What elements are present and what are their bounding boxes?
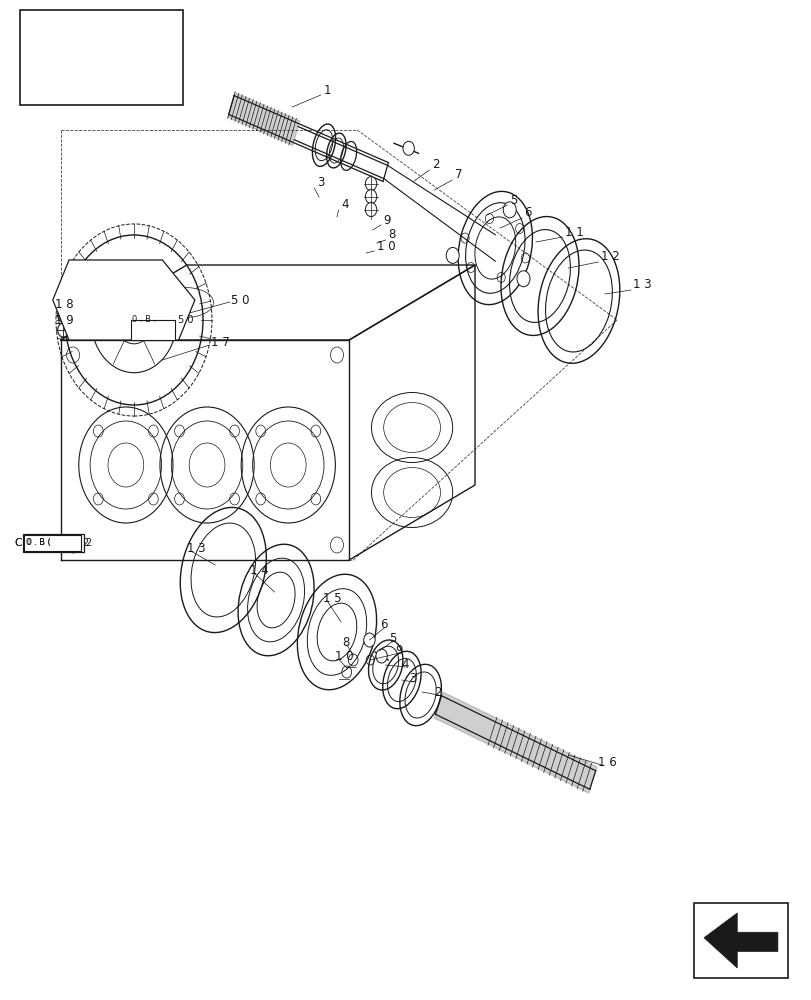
- Circle shape: [365, 203, 376, 217]
- Text: 8: 8: [388, 229, 395, 241]
- Text: 1 0: 1 0: [376, 239, 395, 252]
- Text: 2: 2: [434, 686, 441, 698]
- Text: 5 0: 5 0: [231, 294, 250, 306]
- Bar: [131, 320, 175, 340]
- Circle shape: [503, 202, 516, 218]
- Text: 5: 5: [388, 632, 396, 645]
- Text: 1 1: 1 1: [564, 226, 583, 238]
- Text: 2: 2: [82, 538, 88, 548]
- Text: 5 0: 5 0: [178, 315, 193, 325]
- Polygon shape: [434, 692, 596, 793]
- Polygon shape: [703, 913, 777, 968]
- Text: C: C: [15, 538, 22, 548]
- Text: 1 7: 1 7: [211, 336, 230, 349]
- Text: 2: 2: [85, 538, 92, 548]
- Circle shape: [375, 649, 387, 663]
- Circle shape: [58, 323, 69, 337]
- Circle shape: [446, 247, 459, 263]
- Circle shape: [365, 190, 376, 204]
- Text: C: C: [15, 538, 22, 548]
- Text: 1 2: 1 2: [600, 250, 619, 263]
- Circle shape: [365, 177, 376, 191]
- Bar: [23, 534, 84, 552]
- Text: 7: 7: [454, 168, 461, 182]
- Text: 6: 6: [380, 618, 387, 632]
- Text: 0 . B .: 0 . B .: [132, 316, 157, 324]
- Text: 1 5: 1 5: [323, 591, 341, 604]
- Text: 9: 9: [395, 644, 402, 656]
- Text: 5: 5: [509, 194, 517, 207]
- Text: 0 . B (: 0 . B (: [26, 538, 51, 548]
- Text: 1 3: 1 3: [187, 542, 205, 554]
- Circle shape: [58, 308, 69, 322]
- Text: 6: 6: [524, 207, 531, 220]
- Text: 1: 1: [323, 84, 330, 97]
- Text: 8: 8: [342, 636, 350, 648]
- Circle shape: [363, 633, 375, 647]
- Text: 4: 4: [341, 198, 348, 212]
- Text: 1 8: 1 8: [55, 298, 74, 312]
- Text: 1 6: 1 6: [597, 756, 616, 768]
- Text: 1 4: 1 4: [250, 564, 268, 576]
- Text: 2: 2: [431, 158, 439, 172]
- Circle shape: [402, 141, 414, 155]
- Text: 1 3: 1 3: [633, 278, 651, 292]
- Text: 4: 4: [401, 658, 408, 670]
- Text: 9: 9: [383, 214, 390, 227]
- Polygon shape: [53, 260, 195, 340]
- Text: 1 0: 1 0: [334, 650, 353, 662]
- Text: 0 . B (: 0 . B (: [27, 538, 50, 548]
- Text: 1 9: 1 9: [55, 314, 74, 326]
- Polygon shape: [228, 93, 299, 145]
- Text: 3: 3: [316, 176, 324, 190]
- Bar: [24, 535, 81, 551]
- Bar: [693, 903, 787, 978]
- Circle shape: [517, 271, 530, 287]
- Text: 3: 3: [409, 672, 416, 686]
- Bar: [20, 10, 182, 105]
